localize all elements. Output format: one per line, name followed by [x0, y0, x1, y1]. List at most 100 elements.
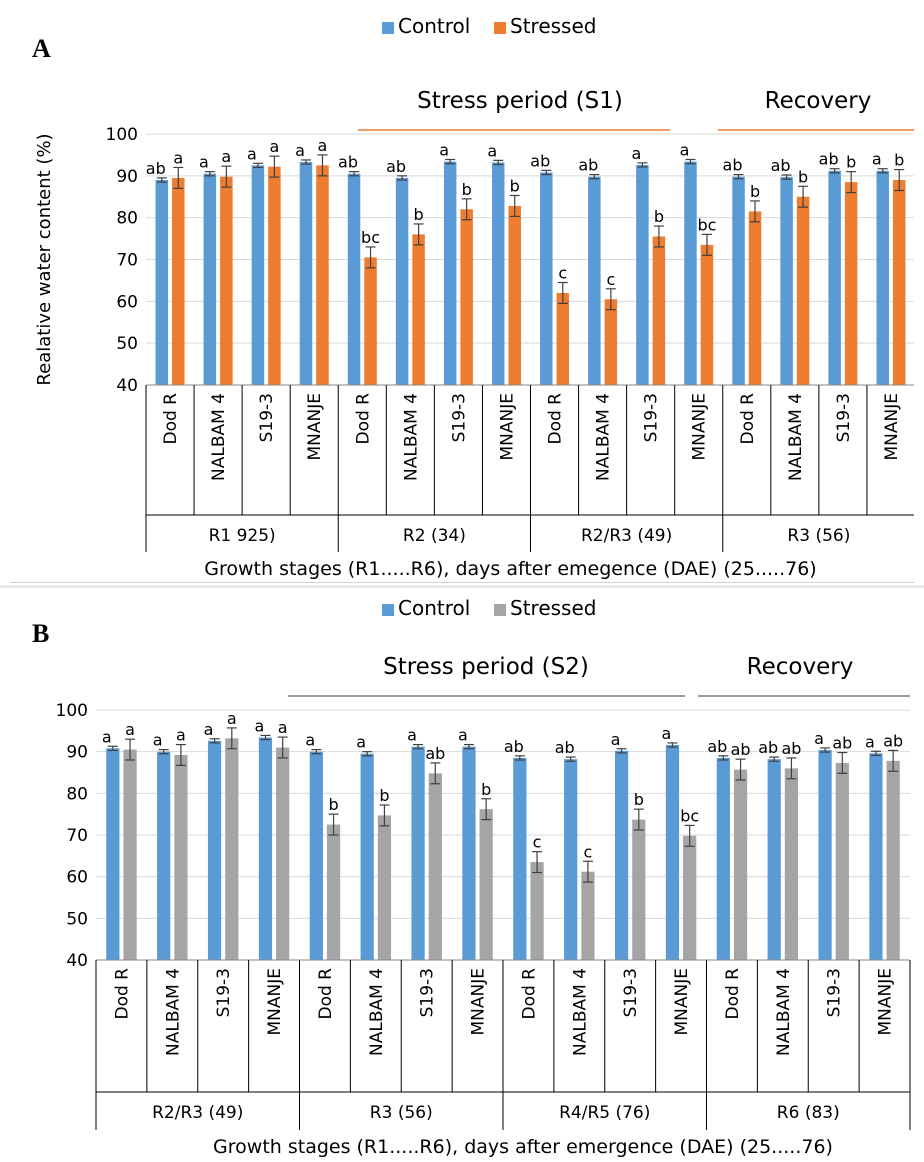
- bar-control: [876, 170, 889, 385]
- bar-control: [106, 748, 120, 960]
- x-group-label: R2 (34): [403, 526, 466, 546]
- bar-control: [443, 161, 457, 385]
- significance-letter: ab: [832, 734, 852, 753]
- x-category-label: Dod R: [546, 393, 566, 445]
- x-category-label: MNANJE: [672, 968, 692, 1036]
- x-category-label: NALBAM 4: [367, 968, 387, 1056]
- significance-letter: b: [750, 182, 760, 201]
- x-category-label: NALBAM 4: [209, 393, 229, 481]
- legend-swatch-control: [382, 604, 394, 616]
- bar-stressed: [460, 209, 473, 385]
- significance-letter: ab: [555, 738, 575, 757]
- x-category-label: S19-3: [449, 393, 469, 442]
- bar-control: [251, 165, 265, 385]
- bar-control: [540, 172, 553, 385]
- x-group-label: R2/R3 (49): [152, 1103, 243, 1123]
- significance-letter: c: [584, 842, 593, 861]
- x-group-label: R1 925): [209, 526, 276, 546]
- x-category-label: MNANJE: [690, 393, 710, 461]
- legend-swatch-stressed: [494, 604, 506, 616]
- significance-letter: b: [798, 167, 808, 186]
- significance-letter: b: [462, 180, 472, 199]
- bar-control: [588, 176, 601, 385]
- bar-stressed: [886, 760, 900, 960]
- bar-stressed: [174, 755, 188, 960]
- bar-control: [395, 177, 409, 385]
- significance-letter: a: [269, 137, 279, 156]
- bar-stressed: [316, 165, 329, 385]
- bar-control: [411, 746, 425, 960]
- bar-stressed: [784, 768, 799, 960]
- significance-letter: a: [173, 148, 183, 167]
- bar-control: [818, 750, 832, 960]
- significance-letter: c: [606, 270, 615, 289]
- y-tick-label: 80: [66, 784, 88, 804]
- significance-letter: c: [558, 264, 567, 283]
- x-category-label: S19-3: [642, 393, 662, 442]
- significance-letter: a: [221, 147, 231, 166]
- x-category-label: S19-3: [621, 968, 641, 1017]
- bar-stressed: [412, 234, 425, 385]
- bar-control: [347, 173, 361, 385]
- bar-stressed: [835, 762, 849, 960]
- y-tick-label: 70: [116, 251, 138, 271]
- significance-letter: a: [255, 716, 265, 735]
- significance-letter: a: [199, 153, 209, 172]
- significance-letter: ab: [146, 159, 166, 178]
- bar-control: [360, 753, 374, 960]
- bar-control: [732, 176, 745, 385]
- bar-control: [614, 750, 629, 960]
- y-tick-label: 80: [116, 209, 138, 229]
- bar-stressed: [892, 180, 906, 385]
- bar-stressed: [652, 236, 666, 385]
- bar-control: [157, 751, 171, 960]
- y-tick-label: 100: [106, 125, 138, 145]
- significance-letter: a: [662, 724, 672, 743]
- chart-a-svg: A Control Stressed 40 50 60 70 80 90 100 Realative…: [32, 14, 914, 580]
- significance-letter: a: [865, 732, 875, 751]
- x-group-label: R3 (56): [787, 526, 850, 546]
- significance-letter: a: [295, 141, 305, 160]
- bar-stressed: [844, 182, 858, 385]
- bar-stressed: [733, 769, 748, 960]
- x-category-label: S19-3: [257, 393, 277, 442]
- x-category-label: MNANJE: [265, 968, 285, 1036]
- bar-stressed: [632, 819, 646, 960]
- bar-stressed: [508, 205, 521, 385]
- stress-period-label: Stress period (S1): [417, 88, 623, 114]
- legend-label-stressed: Stressed: [510, 596, 596, 620]
- bar-control: [767, 759, 781, 960]
- significance-letter: a: [247, 144, 257, 163]
- significance-letter: ab: [758, 738, 778, 757]
- y-tick-label: 60: [116, 292, 138, 312]
- bar-stressed: [581, 871, 595, 960]
- significance-letter: a: [227, 709, 237, 728]
- significance-letter: b: [328, 795, 338, 814]
- bar-control: [258, 737, 273, 960]
- significance-letter: a: [318, 136, 328, 155]
- significance-letter: a: [680, 141, 690, 160]
- x-group-label: R2/R3 (49): [581, 526, 672, 546]
- legend-label-stressed: Stressed: [510, 14, 596, 38]
- y-tick-label: 90: [66, 743, 88, 763]
- bar-stressed: [748, 211, 762, 385]
- legend-label-control: Control: [398, 14, 470, 38]
- x-group-label: R3 (56): [370, 1103, 433, 1123]
- significance-letter: a: [305, 731, 315, 750]
- recovery-label: Recovery: [747, 654, 854, 680]
- bar-control: [684, 161, 697, 385]
- x-axis-label: Growth stages (R1.....R6), days after em…: [213, 1136, 833, 1158]
- bar-control: [780, 177, 793, 385]
- bar-stressed: [479, 809, 493, 960]
- significance-letter: a: [458, 726, 468, 745]
- x-group-label: R4/R5 (76): [559, 1103, 650, 1123]
- x-category-label: MNANJE: [305, 393, 325, 461]
- significance-letter: bc: [361, 228, 380, 247]
- y-tick-label: 60: [66, 868, 88, 888]
- y-axis-label: Realative water content (%): [34, 133, 55, 385]
- bar-stressed: [172, 177, 185, 385]
- x-category-label: Dod R: [161, 393, 181, 445]
- bar-control: [513, 757, 527, 960]
- significance-letter: b: [379, 786, 389, 805]
